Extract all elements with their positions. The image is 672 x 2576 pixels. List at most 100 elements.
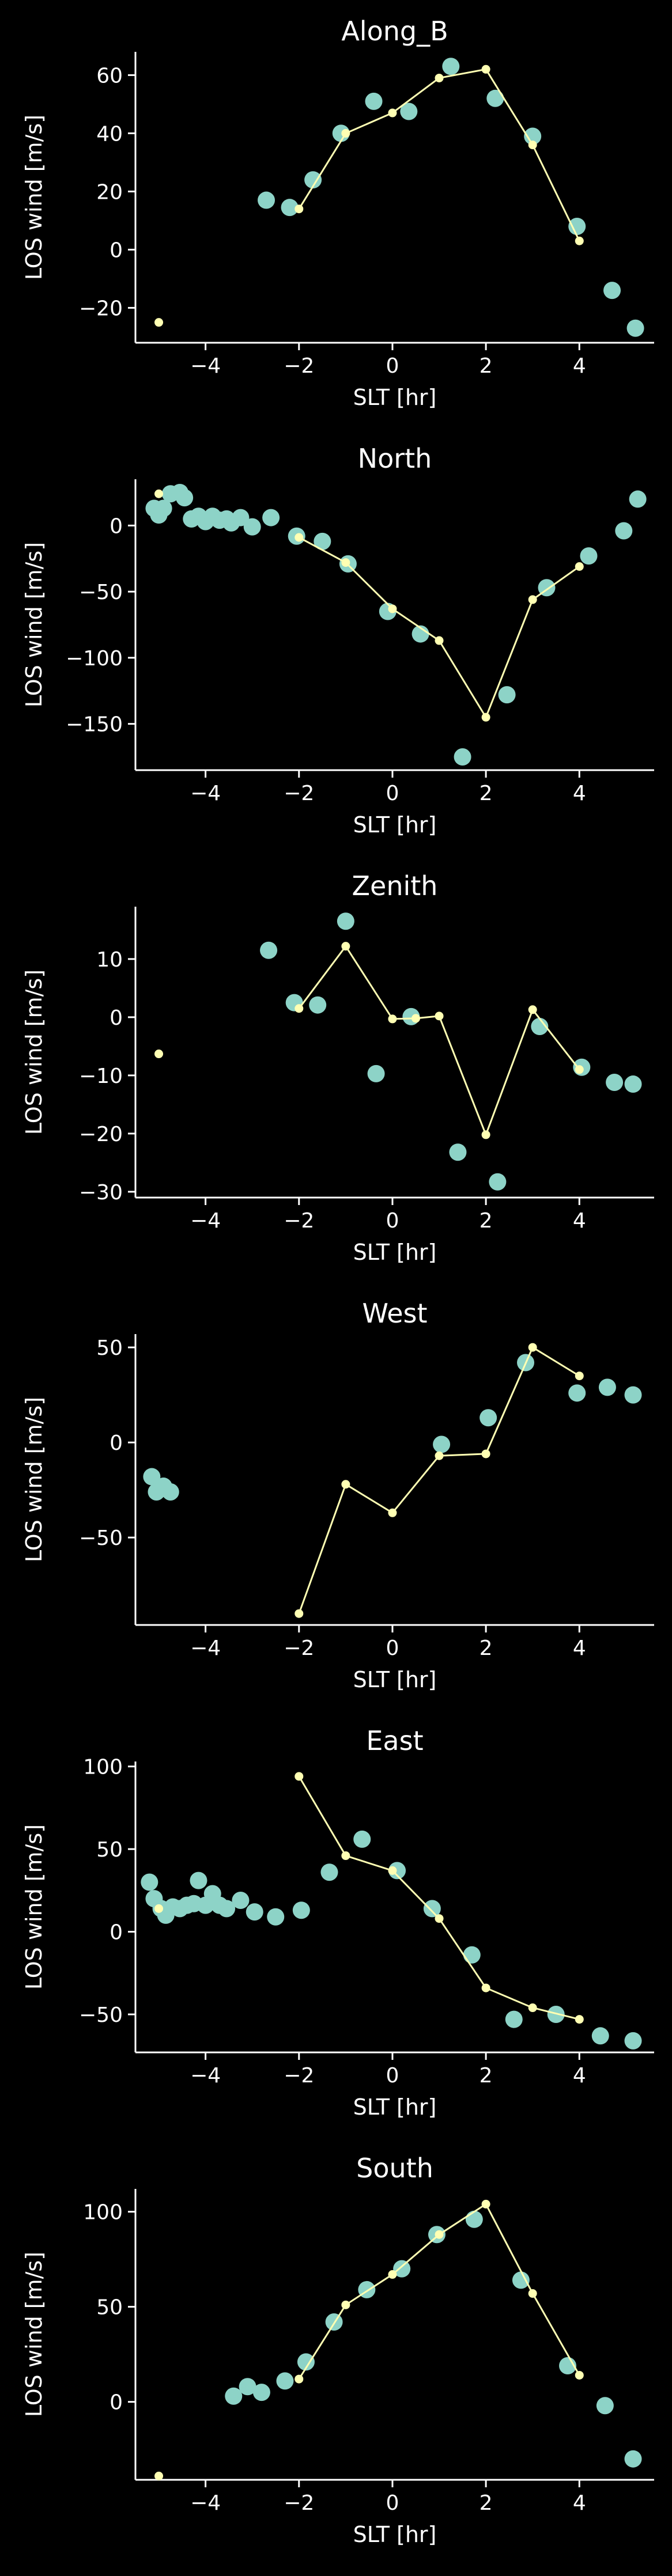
x-tick-label: 4 [573, 782, 586, 805]
model-point [341, 2300, 350, 2309]
scatter-point [568, 1384, 586, 1402]
scatter-point [161, 1483, 179, 1501]
y-tick-label: −100 [66, 647, 123, 670]
scatter-point [239, 2378, 256, 2396]
model-point [435, 1914, 444, 1923]
x-tick-label: −4 [190, 2491, 221, 2515]
x-tick-label: 0 [386, 1209, 399, 1233]
scatter-point [433, 1435, 451, 1453]
y-tick-label: −50 [79, 1526, 123, 1550]
model-point [435, 1451, 444, 1460]
scatter-point [232, 1892, 250, 1910]
x-axis-label: SLT [hr] [353, 385, 437, 410]
scatter-point [309, 996, 327, 1014]
scatter-point [218, 1900, 236, 1918]
y-tick-label: −10 [79, 1065, 123, 1088]
panel-title: West [362, 1298, 427, 1329]
model-point [575, 2015, 584, 2024]
scatter-point [225, 2387, 243, 2405]
model-point [528, 595, 537, 604]
x-tick-label: −2 [284, 1209, 314, 1233]
scatter-point [624, 1075, 642, 1093]
x-tick-label: 4 [573, 1636, 586, 1660]
model-point [341, 128, 350, 138]
scatter-point [388, 1862, 406, 1880]
y-axis-label: LOS wind [m/s] [21, 969, 47, 1135]
scatter-point [489, 1173, 507, 1191]
scatter-point [626, 319, 644, 337]
panel-south: South −4 −2 0 2 4 0 50 100 SLT [hr] LOS wind [m/s] [21, 2153, 654, 2547]
model-point [154, 1904, 164, 1913]
x-tick-label: −4 [190, 1209, 221, 1233]
scatter-point [304, 171, 322, 189]
x-tick-label: −2 [284, 2491, 314, 2515]
model-point [154, 1050, 164, 1059]
model-point [295, 533, 304, 542]
x-tick-label: −4 [190, 1636, 221, 1660]
scatter-point [480, 1409, 497, 1427]
panel-title: Along_B [341, 16, 448, 47]
model-line [298, 1776, 580, 2021]
scatter-point [442, 58, 460, 75]
model-point [154, 489, 164, 498]
y-tick-label: −20 [79, 297, 123, 320]
scatter-point [486, 89, 504, 107]
scatter-point [337, 912, 354, 930]
scatter-point [367, 1065, 385, 1082]
y-tick-label: 100 [83, 1756, 123, 1779]
scatter-point [463, 1946, 481, 1964]
scatter-point [154, 499, 172, 517]
scatter-point [320, 1863, 338, 1881]
panel-title: North [358, 443, 432, 474]
y-tick-label: 100 [83, 2201, 123, 2225]
x-tick-label: 0 [386, 354, 399, 378]
scatter-point [258, 191, 275, 209]
scatter-point [580, 547, 598, 565]
x-tick-label: 0 [386, 2064, 399, 2088]
y-tick-label: −20 [79, 1123, 123, 1146]
x-tick-label: 2 [480, 1209, 493, 1233]
panel-title: Zenith [352, 870, 438, 901]
model-point [388, 1866, 397, 1875]
scatter-point [365, 92, 383, 110]
model-point [388, 108, 397, 118]
scatter-point [624, 2032, 642, 2050]
scatter-point [393, 2260, 411, 2278]
model-point [481, 1449, 490, 1459]
scatter-point [624, 2450, 642, 2468]
model-line [298, 68, 580, 241]
model-point [435, 73, 444, 82]
scatter-point [246, 1903, 263, 1921]
model-point [575, 1372, 584, 1381]
model-point [435, 2230, 444, 2239]
x-tick-label: −2 [284, 2064, 314, 2088]
scatter-point [267, 1908, 285, 1926]
scatter-point [615, 522, 633, 540]
panel-east: East −4 −2 0 2 4 −50 0 50 100 SLT [hr] LOS wind [m/… [21, 1725, 654, 2120]
scatter-point [314, 532, 331, 550]
scatter-point [598, 1378, 616, 1396]
scatter-point [603, 282, 621, 300]
y-axis-label: LOS wind [m/s] [21, 542, 47, 707]
x-tick-label: 4 [573, 1209, 586, 1233]
y-tick-label: 0 [110, 1921, 123, 1945]
scatter-point [332, 124, 350, 142]
scatter-point [297, 2353, 315, 2371]
x-tick-label: −4 [190, 2064, 221, 2088]
y-tick-label: 20 [96, 180, 123, 204]
x-tick-label: 2 [480, 354, 493, 378]
model-point [341, 942, 350, 951]
panel-north: North −4 −2 0 2 4 −150 −100 −50 0 SLT [hr] LOS wind… [21, 443, 654, 838]
scatter-point [498, 686, 516, 704]
scatter-point [629, 490, 647, 508]
scatter-point [449, 1143, 467, 1161]
model-line [298, 1346, 580, 1614]
model-point [435, 636, 444, 645]
model-point [528, 2289, 537, 2298]
y-tick-label: −30 [79, 1181, 123, 1204]
y-axis-label: LOS wind [m/s] [21, 115, 47, 280]
model-point [435, 1012, 444, 1021]
model-point [481, 65, 490, 74]
scatter-point [353, 1830, 371, 1848]
